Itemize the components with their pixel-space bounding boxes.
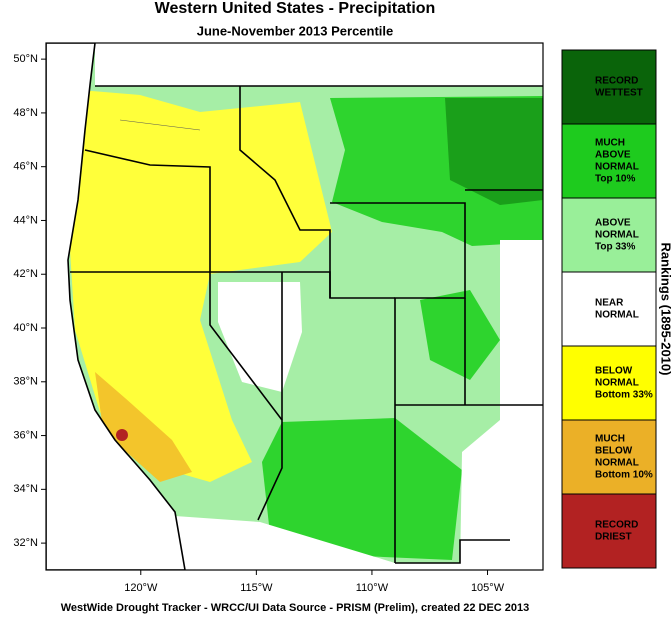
legend-label: ABOVE bbox=[595, 150, 631, 161]
legend-label: MUCH bbox=[595, 434, 625, 445]
subtitle: June-November 2013 Percentile bbox=[197, 23, 394, 38]
legend-label: NORMAL bbox=[595, 230, 639, 241]
y-tick-label: 42°N bbox=[13, 268, 38, 280]
legend-label: NORMAL bbox=[595, 310, 639, 321]
x-tick-label: 110°W bbox=[356, 582, 389, 594]
y-tick-label: 40°N bbox=[13, 322, 38, 334]
legend-label: Bottom 10% bbox=[595, 470, 653, 481]
legend-swatch bbox=[561, 419, 657, 495]
legend-swatch bbox=[561, 271, 657, 347]
legend-swatch bbox=[561, 345, 657, 421]
y-tick-label: 44°N bbox=[13, 214, 38, 226]
legend-title: Rankings (1895-2010) bbox=[659, 243, 672, 376]
legend-label: BELOW bbox=[595, 366, 633, 377]
map-frame bbox=[45, 42, 544, 571]
legend-label: ABOVE bbox=[595, 218, 631, 229]
x-tick-label: 105°W bbox=[471, 582, 505, 594]
x-tick-label: 120°W bbox=[124, 582, 158, 594]
x-tick-label: 115°W bbox=[240, 582, 273, 594]
legend-label: NORMAL bbox=[595, 458, 639, 469]
legend-label: WETTEST bbox=[595, 88, 643, 99]
title: Western United States - Precipitation bbox=[155, 0, 436, 17]
legend-label: DRIEST bbox=[595, 532, 632, 543]
footer: WestWide Drought Tracker - WRCC/UI Data … bbox=[61, 602, 530, 614]
legend-label: NORMAL bbox=[595, 378, 639, 389]
y-tick-label: 48°N bbox=[13, 107, 38, 119]
map-area bbox=[46, 43, 543, 570]
legend-swatch bbox=[561, 493, 657, 569]
legend-label: RECORD bbox=[595, 520, 638, 531]
y-tick-label: 50°N bbox=[13, 53, 38, 65]
legend-label: MUCH bbox=[595, 138, 625, 149]
y-tick-label: 34°N bbox=[13, 483, 38, 495]
y-tick-label: 32°N bbox=[13, 537, 38, 549]
legend-label: Bottom 33% bbox=[595, 390, 653, 401]
legend-label: NORMAL bbox=[595, 162, 639, 173]
y-tick-label: 46°N bbox=[13, 161, 38, 173]
legend-label: Top 10% bbox=[595, 174, 635, 185]
legend-label: BELOW bbox=[595, 446, 633, 457]
y-tick-label: 38°N bbox=[13, 376, 38, 388]
legend-label: Top 33% bbox=[595, 242, 635, 253]
legend-swatch bbox=[561, 197, 657, 273]
legend-label: RECORD bbox=[595, 76, 638, 87]
y-tick-label: 36°N bbox=[13, 429, 38, 441]
legend-label: NEAR bbox=[595, 298, 624, 309]
